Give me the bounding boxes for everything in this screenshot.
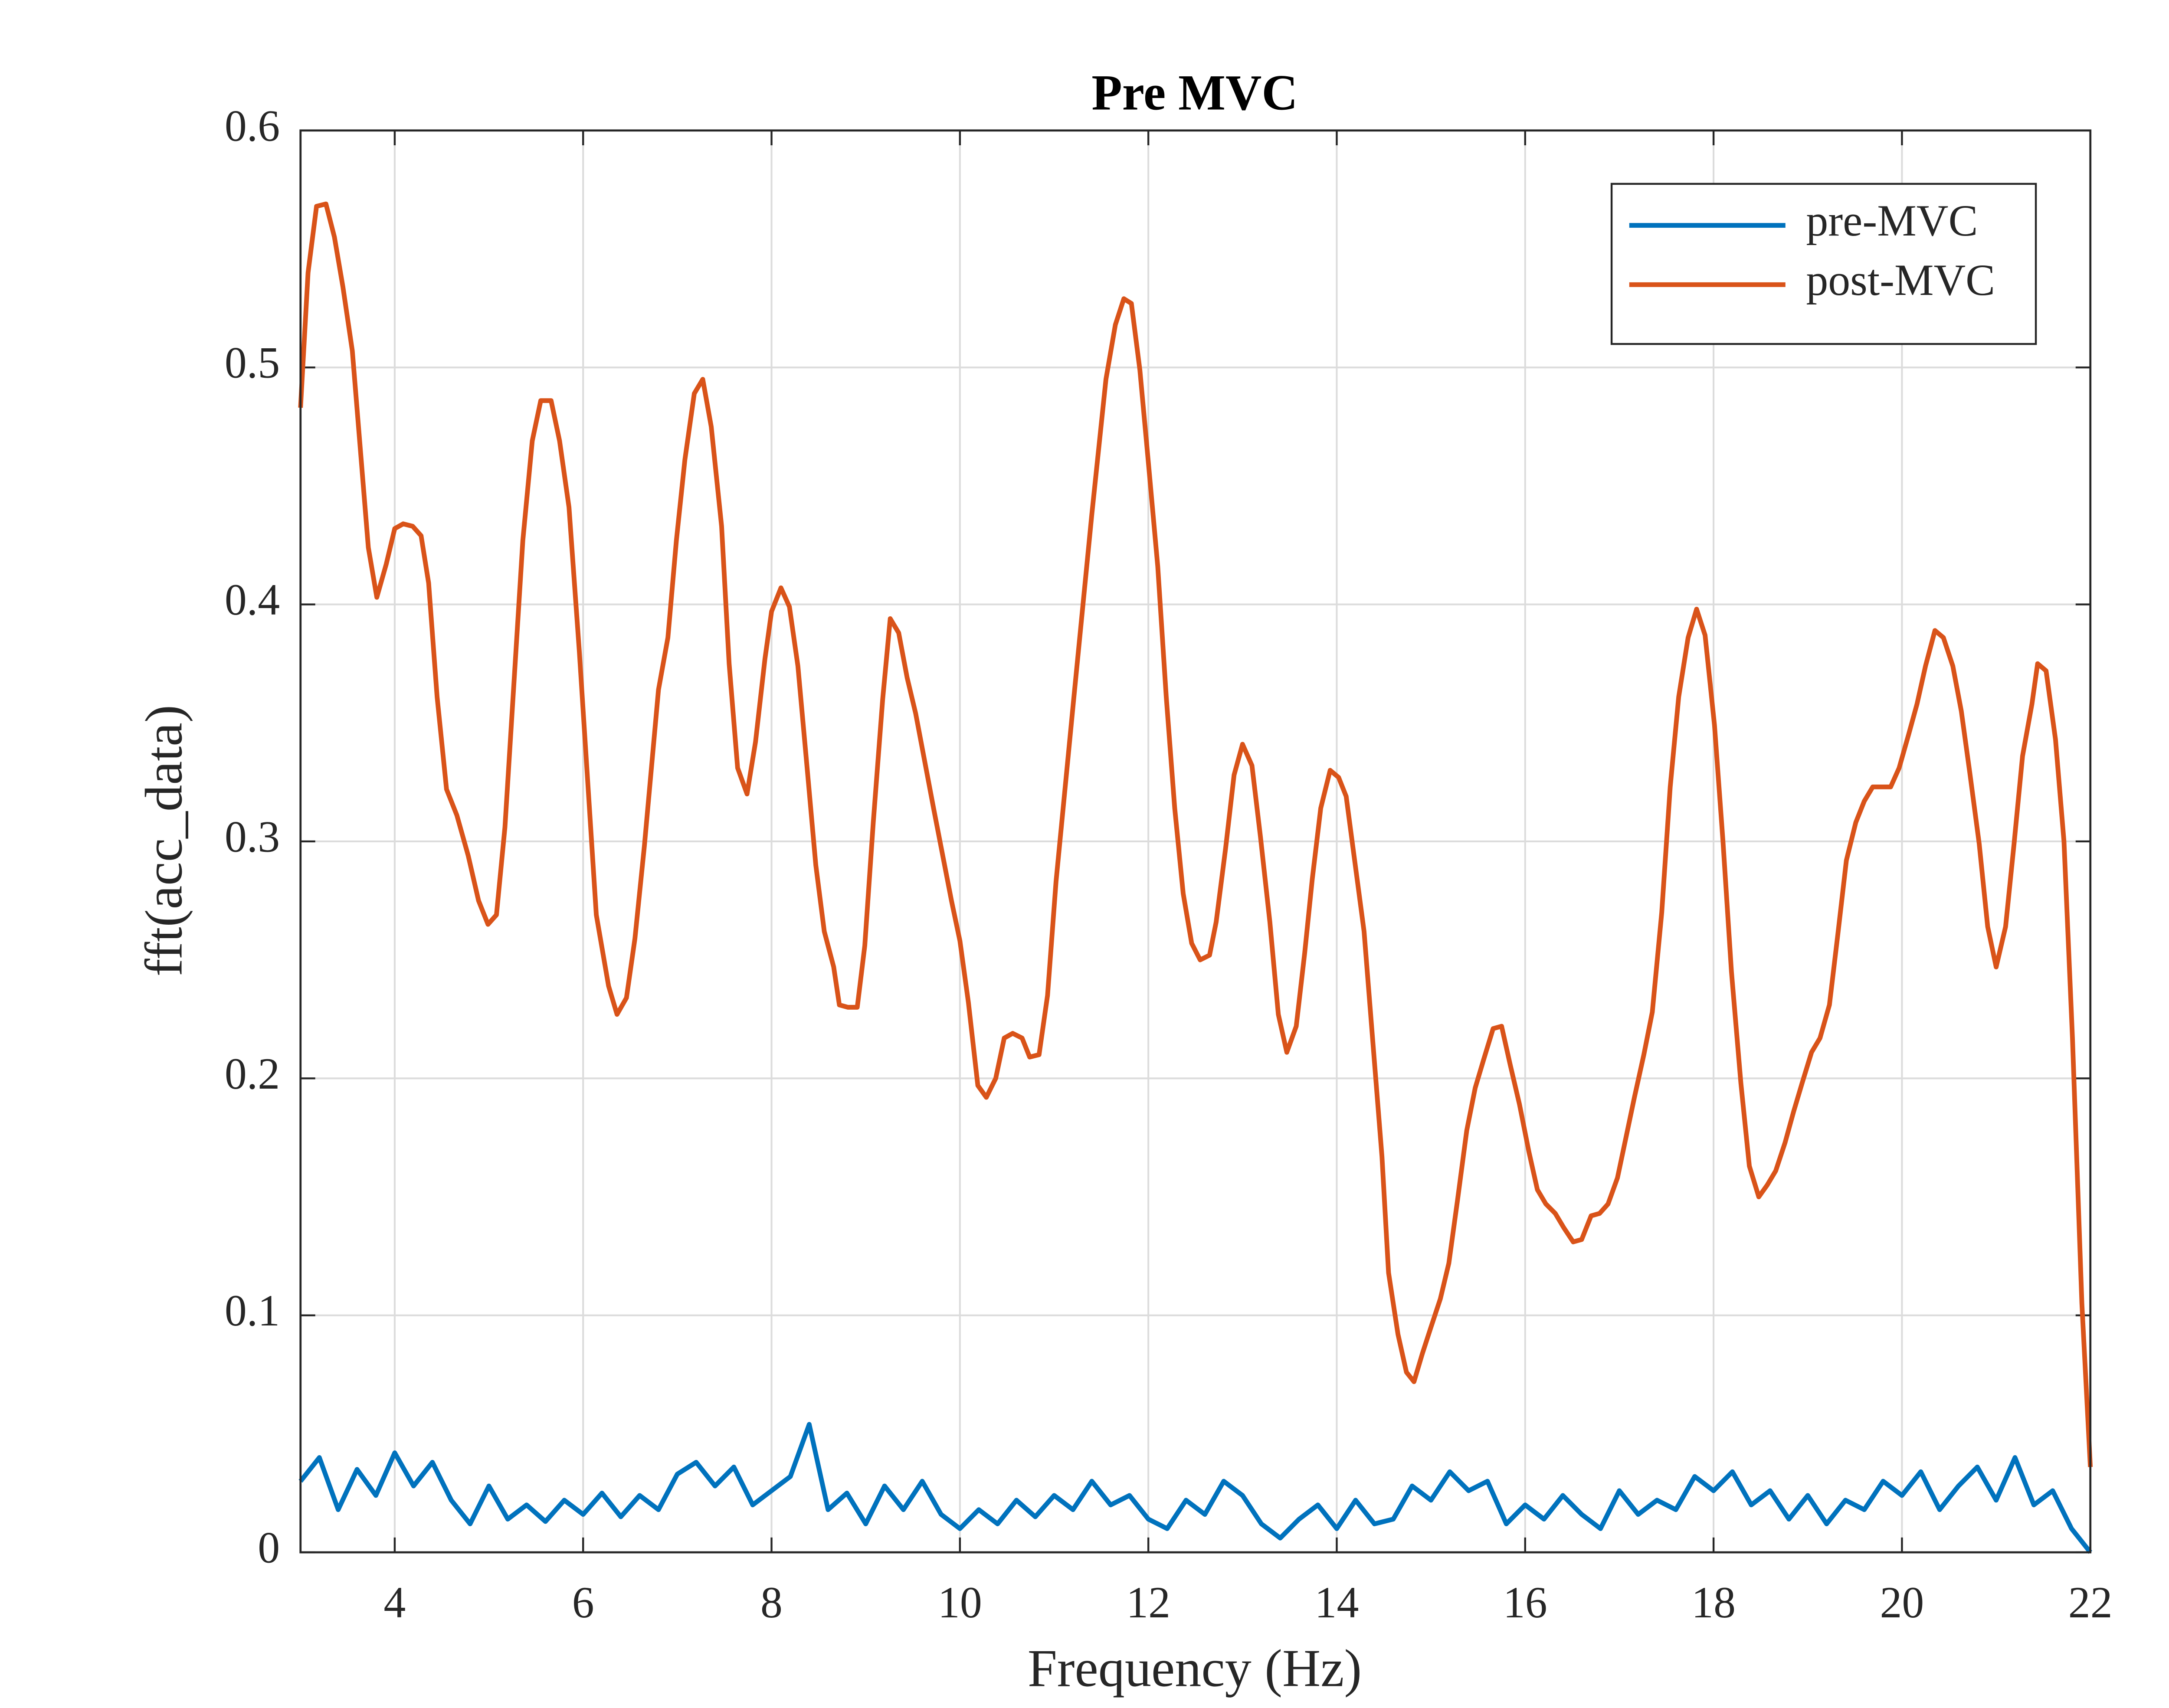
x-tick-label: 20: [1880, 1578, 1924, 1627]
x-tick-label: 18: [1691, 1578, 1736, 1627]
x-tick-label: 12: [1126, 1578, 1170, 1627]
legend-label: post-MVC: [1806, 256, 1995, 305]
chart-title: Pre MVC: [1091, 65, 1297, 121]
legend-label: pre-MVC: [1806, 196, 1978, 245]
y-tick-label: 0.6: [225, 101, 280, 151]
plot-frame: [299, 129, 2092, 1554]
y-tick-label: 0.3: [225, 812, 280, 861]
series-line: [298, 201, 2093, 1467]
x-tick-label: 16: [1503, 1578, 1547, 1627]
x-axis-label: Frequency (Hz): [1028, 1639, 1362, 1698]
x-tick-label: 6: [572, 1578, 594, 1627]
y-tick-label: 0.2: [225, 1050, 280, 1099]
legend-box: [1610, 183, 2037, 345]
y-axis-label: fft(acc_data): [134, 705, 193, 976]
y-tick-label: 0.5: [225, 338, 280, 387]
x-tick-label: 22: [2068, 1578, 2113, 1627]
series-line: [298, 1422, 2092, 1554]
x-tick-label: 14: [1315, 1578, 1359, 1627]
y-tick-label: 0.4: [225, 576, 280, 625]
y-tick-label: 0: [258, 1523, 280, 1572]
y-tick-label: 0.1: [225, 1286, 280, 1335]
x-tick-label: 8: [760, 1578, 783, 1627]
x-tick-label: 4: [383, 1578, 406, 1627]
x-tick-label: 10: [938, 1578, 982, 1627]
